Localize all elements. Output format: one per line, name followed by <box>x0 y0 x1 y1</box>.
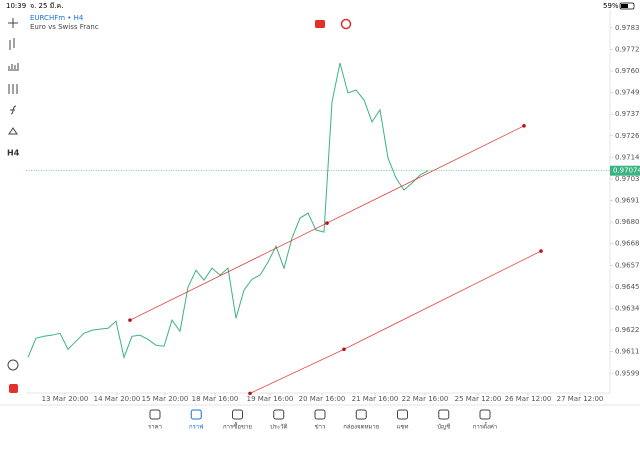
current-price-box <box>610 165 640 176</box>
tab-icon <box>314 409 326 420</box>
symbol[interactable]: EURCHFm • H4 <box>30 14 84 22</box>
tab[interactable]: กราฟ <box>189 409 203 431</box>
indicator-tool[interactable] <box>8 63 19 71</box>
y-tick-label: 0.9749 <box>615 89 640 97</box>
trendline-anchor <box>325 221 329 225</box>
oneclick-button[interactable] <box>9 384 18 393</box>
tab-label: ข่าว <box>315 424 326 431</box>
trendline-anchor <box>128 318 132 322</box>
x-tick-label: 27 Mar 12:00 <box>557 395 604 403</box>
x-tick-label: 20 Mar 16:00 <box>299 395 346 403</box>
x-tick-label: 15 Mar 20:00 <box>142 395 189 403</box>
y-tick-label: 0.97145 <box>615 153 640 161</box>
x-tick-label: 22 Mar 16:00 <box>402 395 449 403</box>
x-tick-label: 14 Mar 20:00 <box>94 395 141 403</box>
price-line <box>27 62 429 360</box>
tab-label: บัญชี <box>437 423 450 431</box>
tab[interactable]: กล่องจดหมาย <box>343 409 379 431</box>
x-tick-label: 19 Mar 16:00 <box>247 395 294 403</box>
chart-type-tool[interactable] <box>9 38 15 50</box>
y-tick-label: 0.96455 <box>615 283 640 291</box>
tab[interactable]: แชท <box>397 409 409 431</box>
x-tick-label: 25 Mar 12:00 <box>455 395 502 403</box>
tab-label: แชท <box>397 424 409 431</box>
tab-icon <box>190 409 202 420</box>
y-tick-label: 0.97835 <box>615 24 640 32</box>
tab-icon <box>479 409 491 420</box>
objects-tool[interactable] <box>8 127 18 135</box>
tab-label: ราคา <box>148 424 162 431</box>
battery-icon <box>619 2 635 10</box>
timeframe[interactable]: H4 <box>7 149 20 158</box>
tab[interactable]: การซื้อขาย <box>223 409 252 431</box>
y-tick-label: 0.97375 <box>615 110 640 118</box>
status-time: 10:39 <box>6 2 26 10</box>
tab-icon <box>232 409 243 420</box>
function-tool[interactable] <box>10 105 17 115</box>
tab-label: กราฟ <box>189 424 203 431</box>
tab[interactable]: การตั้งค่า <box>473 409 497 431</box>
tab-label: กล่องจดหมาย <box>343 424 379 431</box>
y-tick-label: 0.97605 <box>615 67 640 75</box>
trendline-anchor <box>248 391 252 396</box>
y-tick-label: 0.96225 <box>615 326 640 334</box>
tab-label: การซื้อขาย <box>223 421 252 431</box>
crosshair-tool[interactable] <box>8 18 18 28</box>
x-tick-label: 26 Mar 12:00 <box>505 395 552 403</box>
x-tick-label: 21 Mar 16:00 <box>352 395 399 403</box>
y-tick-label: 0.96685 <box>615 240 640 248</box>
status-date: จ. 25 มี.ค. <box>30 2 63 10</box>
tab[interactable]: ประวัติ <box>270 409 288 431</box>
tab-icon <box>149 409 161 420</box>
trendline-anchor <box>539 249 543 253</box>
tab-label: ประวัติ <box>270 424 288 431</box>
settings-tool[interactable] <box>8 84 18 94</box>
battery-level <box>621 4 628 8</box>
y-tick-label: 0.96915 <box>615 197 640 205</box>
current-price-label: 0.97074 <box>613 167 640 175</box>
tab[interactable]: บัญชี <box>437 409 450 431</box>
left-toolbar <box>7 18 19 371</box>
symbol-description: Euro vs Swiss Franc <box>30 23 99 31</box>
tab-icon <box>397 409 408 420</box>
y-tick-label: 0.95995 <box>615 369 640 377</box>
tab[interactable]: ราคา <box>148 409 162 431</box>
tab-icon <box>355 409 367 420</box>
tab-bar: ราคา กราฟ การซื้อขาย ประวัติ ข่าว กล่องจดหมาย… <box>148 409 497 431</box>
tab-icon <box>273 409 285 420</box>
trendline-anchor <box>522 124 526 128</box>
x-tick-label: 18 Mar 16:00 <box>192 395 239 403</box>
zoom-tool[interactable] <box>7 359 19 371</box>
trade-circle[interactable] <box>340 18 352 30</box>
trendline-anchor <box>342 347 346 352</box>
trade-button[interactable] <box>315 20 325 28</box>
x-tick-label: 13 Mar 20:00 <box>42 395 89 403</box>
tab-label: การตั้งค่า <box>473 421 497 431</box>
tab[interactable]: ข่าว <box>314 409 326 431</box>
status-battery: 59% <box>603 2 619 10</box>
tab-icon <box>438 409 450 420</box>
